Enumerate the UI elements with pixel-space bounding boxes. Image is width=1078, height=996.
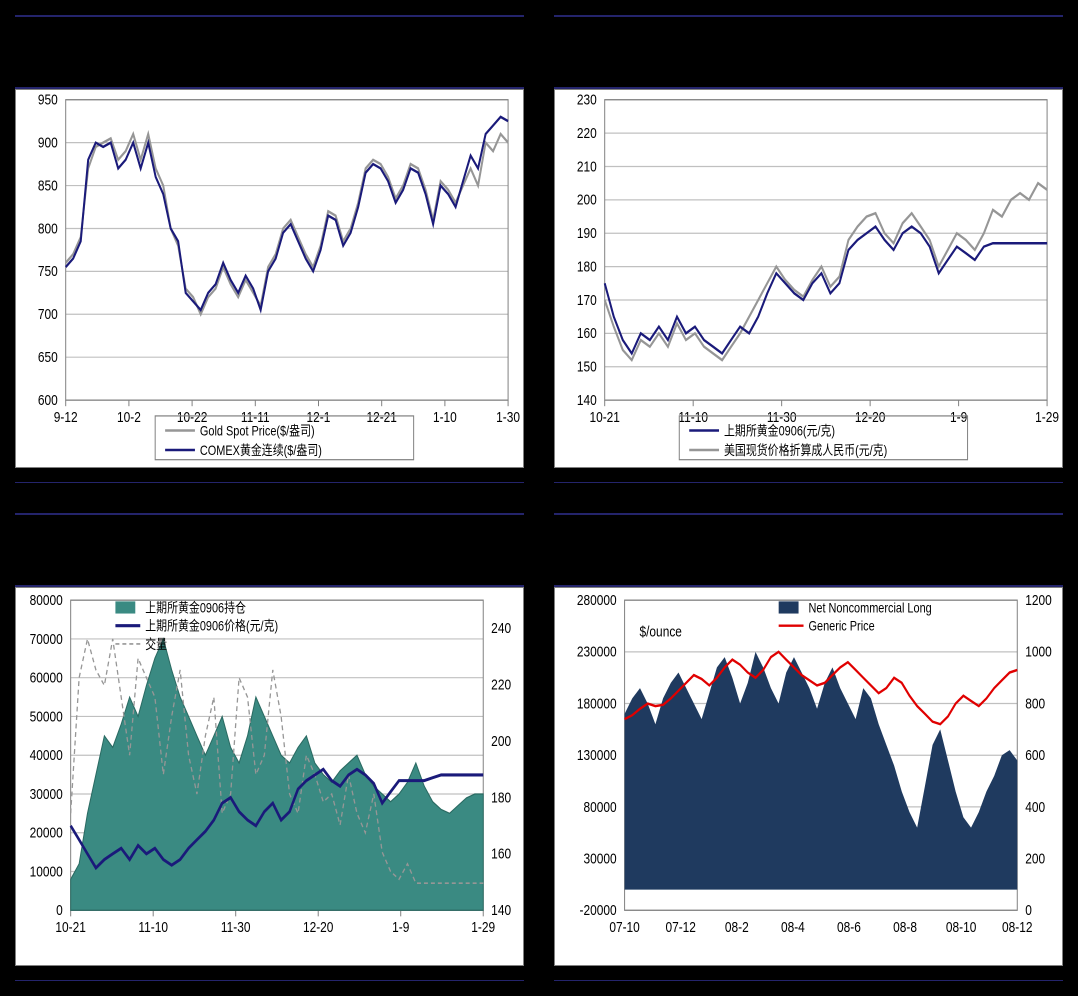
svg-text:1-30: 1-30 [496,409,520,425]
svg-text:160: 160 [577,325,597,341]
svg-text:-20000: -20000 [580,902,617,918]
svg-text:650: 650 [38,349,58,365]
svg-text:200: 200 [1025,850,1045,866]
svg-text:11-30: 11-30 [221,919,251,935]
svg-text:50000: 50000 [30,708,63,724]
svg-text:200: 200 [491,733,511,749]
svg-text:08-10: 08-10 [946,919,976,935]
svg-text:800: 800 [1025,695,1045,711]
svg-text:08-4: 08-4 [781,919,805,935]
svg-text:800: 800 [38,220,58,236]
svg-text:10000: 10000 [30,863,63,879]
svg-text:600: 600 [38,392,58,408]
svg-text:140: 140 [491,902,511,918]
svg-text:80000: 80000 [583,799,616,815]
panel-1: 6006507007508008509009509-1210-210-2211-… [15,15,524,483]
svg-text:Net Noncommercial Long: Net Noncommercial Long [809,600,932,615]
svg-text:上期所黄金0906(元/克): 上期所黄金0906(元/克) [724,422,835,438]
svg-text:11-10: 11-10 [678,409,708,425]
svg-text:07-12: 07-12 [665,919,695,935]
svg-text:11-10: 11-10 [138,919,168,935]
svg-text:$/ounce: $/ounce [640,624,682,640]
svg-text:0: 0 [1025,902,1032,918]
svg-text:600: 600 [1025,747,1045,763]
svg-text:12-20: 12-20 [855,409,885,425]
svg-text:08-8: 08-8 [893,919,917,935]
svg-text:900: 900 [38,134,58,150]
svg-text:230: 230 [577,91,597,107]
svg-text:30000: 30000 [583,850,616,866]
svg-text:230000: 230000 [577,644,617,660]
svg-text:上期所黄金0906持仓: 上期所黄金0906持仓 [145,599,246,615]
svg-text:08-6: 08-6 [837,919,861,935]
svg-text:220: 220 [577,125,597,141]
svg-text:280000: 280000 [577,592,617,608]
svg-text:210: 210 [577,158,597,174]
svg-text:20000: 20000 [30,824,63,840]
svg-text:950: 950 [38,91,58,107]
svg-text:COMEX黄金连续($/盎司): COMEX黄金连续($/盎司) [200,442,322,458]
svg-text:12-21: 12-21 [366,409,396,425]
svg-text:08-12: 08-12 [1002,919,1032,935]
svg-text:Generic Price: Generic Price [809,619,875,634]
svg-text:150: 150 [577,358,597,374]
chart-1: 6006507007508008509009509-1210-210-2211-… [15,89,524,468]
svg-text:0: 0 [56,902,63,918]
svg-text:Gold Spot Price($/盎司): Gold Spot Price($/盎司) [200,423,315,438]
svg-text:160: 160 [491,846,511,862]
svg-text:240: 240 [491,620,511,636]
svg-text:07-10: 07-10 [609,919,639,935]
svg-text:180: 180 [491,789,511,805]
svg-text:08-2: 08-2 [725,919,749,935]
svg-text:交量: 交量 [145,636,167,652]
svg-text:1-10: 1-10 [433,409,457,425]
svg-text:220: 220 [491,676,511,692]
svg-text:1-9: 1-9 [392,919,409,935]
svg-text:400: 400 [1025,799,1045,815]
svg-text:850: 850 [38,177,58,193]
svg-text:80000: 80000 [30,592,63,608]
panel-4-bottom-rule [554,980,1063,981]
panel-4: -20000 30000 80000 130000 180000 230000 280000… [554,513,1063,981]
chart-4: -20000 30000 80000 130000 180000 230000 280000… [554,587,1063,966]
svg-text:上期所黄金0906价格(元/克): 上期所黄金0906价格(元/克) [145,617,278,633]
svg-text:190: 190 [577,225,597,241]
panel-2: 140 150 160 170 180 190 200 210 220 230 10-21 11-10… [554,15,1063,483]
svg-text:180: 180 [577,258,597,274]
svg-text:30000: 30000 [30,786,63,802]
svg-text:9-12: 9-12 [54,409,78,425]
svg-text:1000: 1000 [1025,644,1052,660]
svg-text:140: 140 [577,392,597,408]
svg-text:750: 750 [38,263,58,279]
svg-text:40000: 40000 [30,747,63,763]
svg-text:1200: 1200 [1025,592,1052,608]
panel-3: 0 10000 20000 30000 40000 50000 60000 70000 8000… [15,513,524,981]
svg-text:10-21: 10-21 [589,409,619,425]
panel-2-bottom-rule [554,482,1063,483]
chart-3: 0 10000 20000 30000 40000 50000 60000 70000 8000… [15,587,524,966]
svg-text:1-29: 1-29 [1035,409,1059,425]
svg-text:130000: 130000 [577,747,617,763]
panel-1-bottom-rule [15,482,524,483]
svg-text:美国现货价格折算成人民币(元/克): 美国现货价格折算成人民币(元/克) [724,442,887,458]
svg-text:10-21: 10-21 [55,919,85,935]
svg-text:60000: 60000 [30,669,63,685]
svg-text:700: 700 [38,306,58,322]
chart-grid: 6006507007508008509009509-1210-210-2211-… [0,0,1078,996]
svg-text:180000: 180000 [577,695,617,711]
svg-text:1-9: 1-9 [950,409,967,425]
panel-3-bottom-rule [15,980,524,981]
svg-text:200: 200 [577,192,597,208]
svg-text:12-20: 12-20 [303,919,333,935]
svg-text:70000: 70000 [30,631,63,647]
chart-2: 140 150 160 170 180 190 200 210 220 230 10-21 11-10… [554,89,1063,468]
svg-text:10-2: 10-2 [117,409,141,425]
svg-text:1-29: 1-29 [471,919,495,935]
svg-text:170: 170 [577,292,597,308]
